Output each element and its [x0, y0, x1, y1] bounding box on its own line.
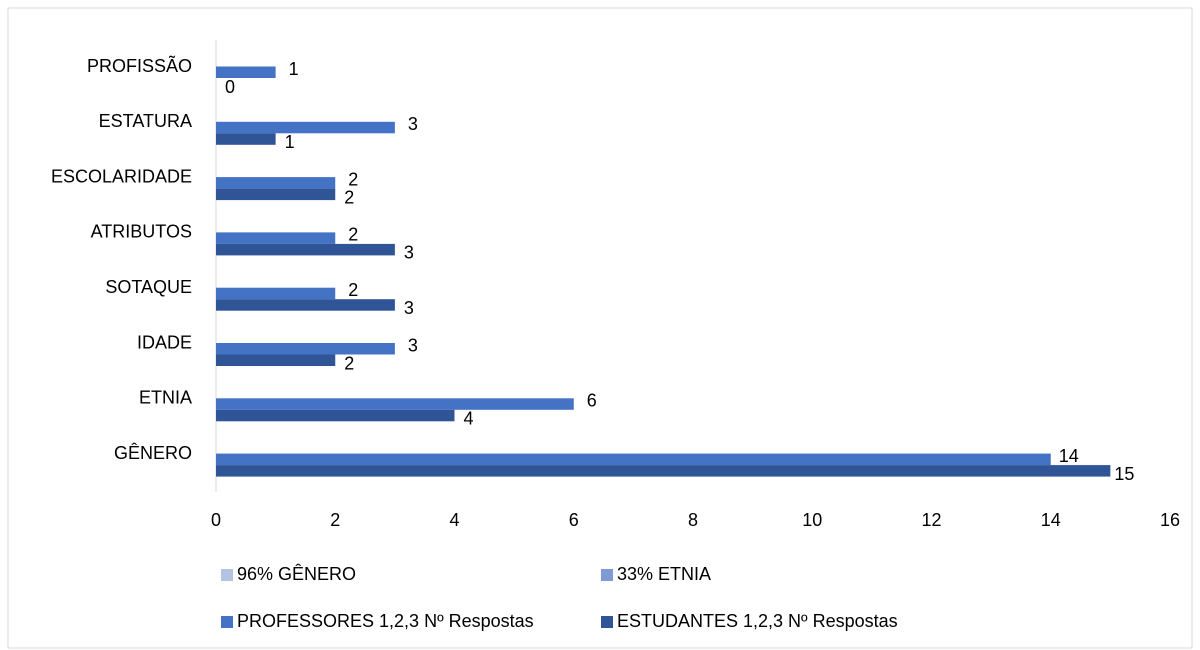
- category-label: SOTAQUE: [105, 277, 192, 297]
- category-label: PROFISSÃO: [87, 55, 192, 76]
- data-label: 0: [225, 77, 235, 97]
- x-tick-label: 12: [921, 510, 941, 530]
- data-label: 3: [404, 298, 414, 318]
- bar: [216, 232, 336, 244]
- bar: [216, 299, 395, 311]
- x-tick-label: 16: [1160, 510, 1180, 530]
- bar: [216, 465, 1111, 477]
- x-tick-label: 0: [211, 510, 221, 530]
- bar: [216, 188, 336, 201]
- bar: [216, 343, 395, 355]
- data-label: 4: [463, 409, 473, 429]
- legend-swatch: [601, 616, 613, 628]
- bar: [216, 453, 1051, 466]
- bar: [216, 177, 336, 189]
- x-tick-label: 8: [688, 510, 698, 530]
- category-label: GÊNERO: [114, 443, 192, 463]
- chart-border: [7, 7, 1193, 649]
- category-label: IDADE: [137, 332, 192, 352]
- legend-swatch: [601, 569, 613, 581]
- bar: [216, 66, 276, 78]
- x-tick-label: 6: [569, 510, 579, 530]
- data-label: 3: [408, 114, 418, 134]
- data-label: 2: [344, 187, 354, 207]
- legend-label: ESTUDANTES 1,2,3 Nº Respostas: [617, 611, 898, 631]
- bar: [216, 133, 276, 145]
- bar: [216, 243, 395, 256]
- data-label: 15: [1114, 464, 1134, 484]
- data-label: 3: [404, 243, 414, 263]
- data-label: 1: [285, 132, 295, 152]
- data-label: 6: [587, 391, 597, 411]
- x-tick-label: 2: [330, 510, 340, 530]
- bar: [216, 287, 336, 300]
- data-label: 14: [1059, 446, 1079, 466]
- bar: [216, 121, 395, 134]
- data-label: 2: [348, 169, 358, 189]
- category-label: ESCOLARIDADE: [51, 166, 192, 186]
- bar: [216, 409, 455, 422]
- x-tick-label: 4: [449, 510, 459, 530]
- data-label: 1: [289, 59, 299, 79]
- x-tick-label: 10: [802, 510, 822, 530]
- category-label: ESTATURA: [99, 111, 192, 131]
- legend-label: 96% GÊNERO: [237, 564, 356, 584]
- bar: [216, 354, 336, 366]
- legend-swatch: [221, 616, 233, 628]
- legend-label: PROFESSORES 1,2,3 Nº Respostas: [237, 611, 534, 631]
- legend-label: 33% ETNIA: [617, 564, 711, 584]
- bar: [216, 398, 574, 410]
- data-label: 3: [408, 335, 418, 355]
- data-label: 2: [348, 225, 358, 245]
- data-label: 2: [344, 353, 354, 373]
- legend-swatch: [221, 569, 233, 581]
- category-label: ATRIBUTOS: [91, 222, 192, 242]
- data-label: 2: [348, 280, 358, 300]
- x-tick-label: 14: [1041, 510, 1061, 530]
- category-label: ETNIA: [139, 388, 192, 408]
